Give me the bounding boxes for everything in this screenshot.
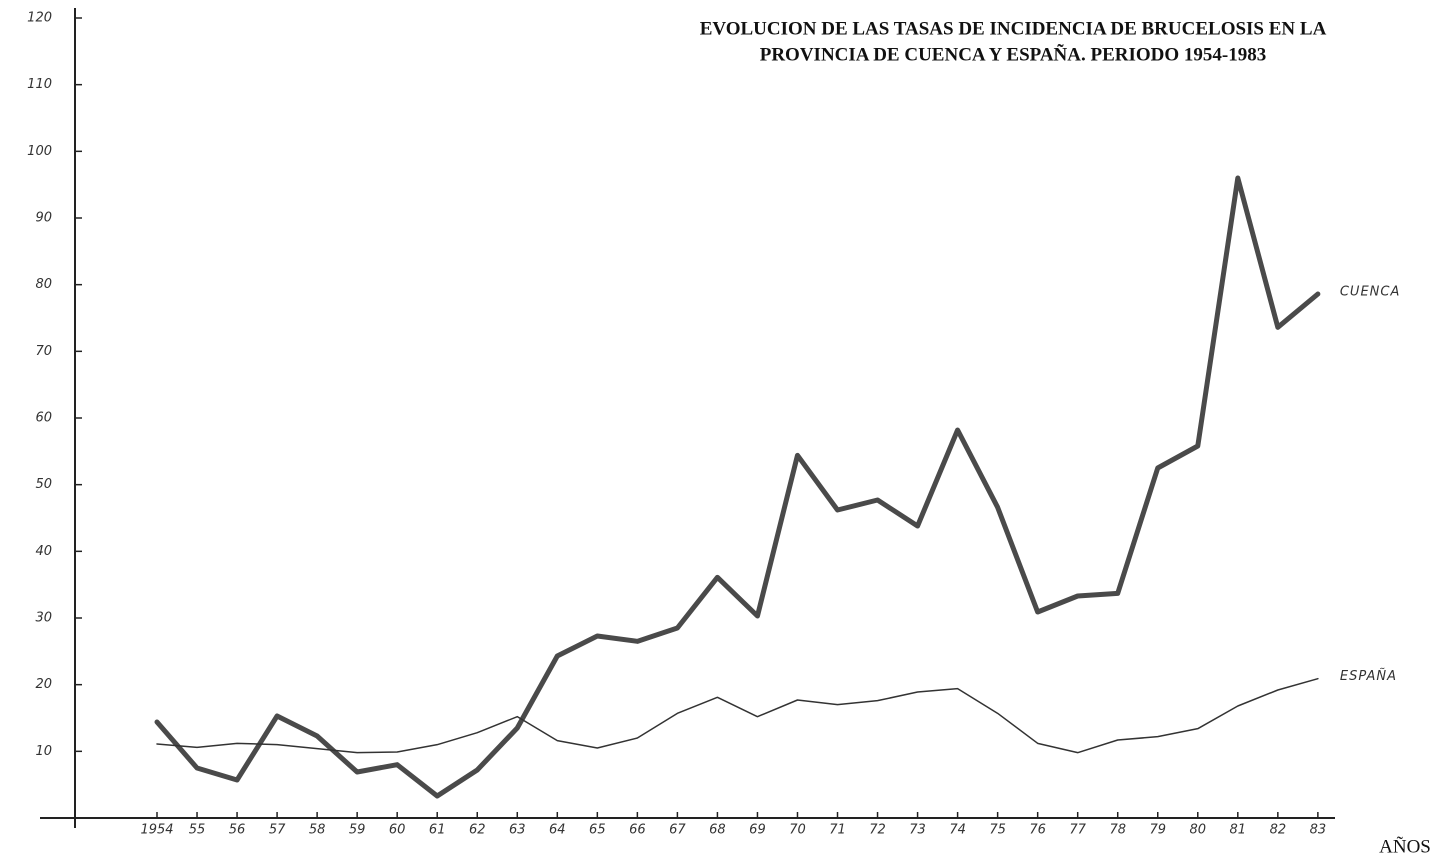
y-tick-label: 110 bbox=[27, 77, 52, 92]
y-tick-label: 20 bbox=[35, 677, 52, 692]
line-series bbox=[156, 677, 1319, 754]
y-tick-label: 90 bbox=[35, 211, 52, 226]
x-tick-label: 55 bbox=[189, 823, 206, 838]
x-tick-label: 60 bbox=[389, 823, 406, 838]
x-tick-label: 65 bbox=[589, 823, 606, 838]
x-tick-label: 68 bbox=[709, 823, 726, 838]
chart-title: EVOLUCION DE LAS TASAS DE INCIDENCIA DE … bbox=[700, 18, 1327, 39]
x-tick-label: 69 bbox=[749, 823, 766, 838]
y-tick-label: 120 bbox=[27, 11, 52, 26]
y-tick-label: 80 bbox=[35, 277, 52, 292]
x-tick-label: 75 bbox=[989, 823, 1006, 838]
x-tick-label: 77 bbox=[1069, 823, 1086, 838]
x-tick-label: 70 bbox=[789, 823, 806, 838]
line-series bbox=[154, 175, 1321, 799]
x-tick-label: 74 bbox=[949, 823, 966, 838]
x-tick-label: 57 bbox=[269, 823, 286, 838]
y-tick-label: 60 bbox=[35, 411, 52, 426]
x-tick-label: 78 bbox=[1109, 823, 1126, 838]
y-tick-label: 10 bbox=[35, 744, 52, 759]
x-tick-label: 66 bbox=[629, 823, 646, 838]
x-tick-label: 80 bbox=[1190, 823, 1207, 838]
x-tick-label: 64 bbox=[549, 823, 566, 838]
x-tick-label: 79 bbox=[1149, 823, 1166, 838]
x-tick-label: 61 bbox=[429, 823, 446, 838]
x-tick-label: 82 bbox=[1270, 823, 1287, 838]
x-tick-label: 83 bbox=[1310, 823, 1327, 838]
x-axis-label: AÑOS bbox=[1379, 835, 1431, 857]
series-label: ESPAÑA bbox=[1340, 668, 1397, 684]
x-tick-label: 76 bbox=[1029, 823, 1046, 838]
x-tick-label: 63 bbox=[509, 823, 526, 838]
x-tick-label: 59 bbox=[349, 823, 366, 838]
y-tick-label: 70 bbox=[35, 344, 52, 359]
x-tick-label: 71 bbox=[829, 823, 846, 838]
x-tick-label: 73 bbox=[909, 823, 926, 838]
y-tick-label: 100 bbox=[27, 144, 52, 159]
chart-title: PROVINCIA DE CUENCA Y ESPAÑA. PERIODO 19… bbox=[760, 43, 1267, 65]
series-label: CUENCA bbox=[1340, 285, 1401, 300]
x-tick-label: 56 bbox=[229, 823, 246, 838]
y-tick-label: 40 bbox=[35, 544, 52, 559]
x-tick-label: 67 bbox=[669, 823, 686, 838]
x-tick-label: 81 bbox=[1230, 823, 1247, 838]
x-tick-label: 58 bbox=[309, 823, 326, 838]
y-tick-label: 50 bbox=[35, 477, 52, 492]
x-tick-label: 1954 bbox=[140, 823, 173, 838]
x-tick-label: 72 bbox=[869, 823, 886, 838]
x-tick-label: 62 bbox=[469, 823, 486, 838]
y-tick-label: 30 bbox=[35, 611, 52, 626]
